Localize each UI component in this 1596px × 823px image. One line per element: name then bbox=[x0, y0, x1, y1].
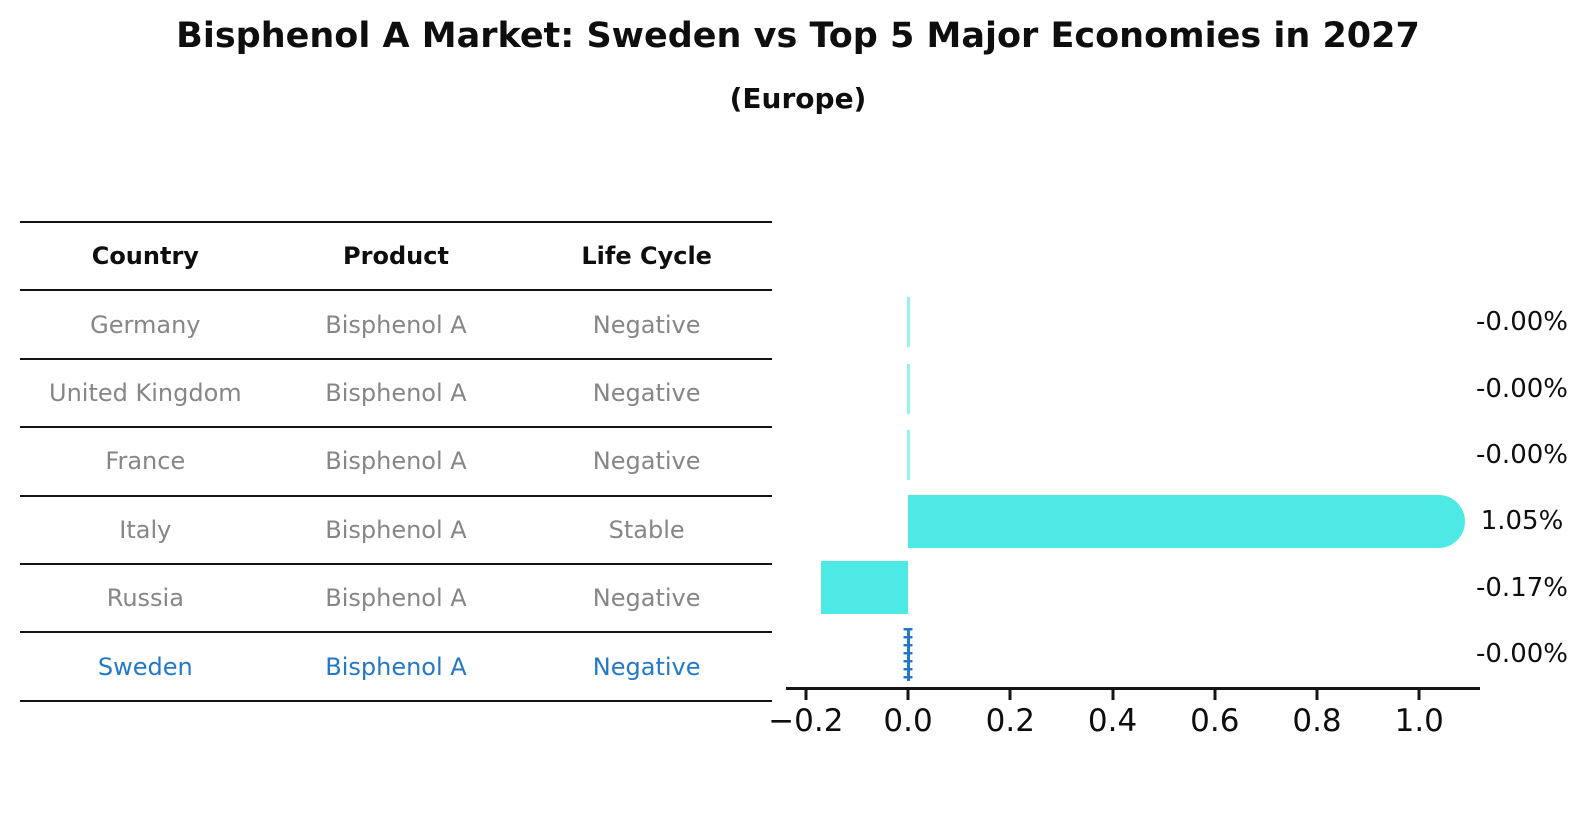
bar-russia bbox=[821, 561, 909, 614]
cell-country: Italy bbox=[119, 515, 172, 544]
column-header-product: Product bbox=[343, 242, 449, 271]
value-label-germany: -0.00% bbox=[1476, 307, 1568, 338]
x-tick-mark bbox=[1417, 690, 1421, 700]
value-label-france: -0.00% bbox=[1476, 439, 1568, 470]
cell-country: France bbox=[105, 447, 186, 476]
x-tick-label: 0.4 bbox=[1087, 703, 1138, 739]
table-row-germany: Germany Bisphenol A Negative bbox=[20, 289, 772, 357]
bar-germany bbox=[906, 297, 910, 348]
x-tick-label: 0.8 bbox=[1292, 703, 1342, 739]
table-body: Germany Bisphenol A Negative United Kingdom… bbox=[20, 289, 772, 699]
x-tick-label: 0.0 bbox=[883, 703, 933, 739]
cell-product: Bisphenol A bbox=[325, 652, 467, 681]
value-label-united-kingdom: -0.00% bbox=[1476, 373, 1568, 404]
cell-product: Bisphenol A bbox=[325, 378, 467, 407]
country-table: Country Product Life Cycle Germany Bisphe… bbox=[20, 221, 772, 702]
bar-italy bbox=[908, 494, 1465, 548]
x-tick-label: 1.0 bbox=[1394, 703, 1444, 739]
value-label-italy: 1.05% bbox=[1480, 506, 1564, 537]
x-tick-mark bbox=[1315, 690, 1319, 700]
column-header-lifecycle: Life Cycle bbox=[581, 242, 712, 271]
cell-life-cycle: Stable bbox=[608, 515, 685, 544]
x-tick-label: 0.6 bbox=[1190, 703, 1240, 739]
cell-product: Bisphenol A bbox=[325, 584, 467, 613]
cell-country: United Kingdom bbox=[49, 378, 242, 407]
table-header-row: Country Product Life Cycle bbox=[20, 221, 772, 289]
bar-united-kingdom bbox=[906, 363, 910, 414]
table-row-united-kingdom: United Kingdom Bisphenol A Negative bbox=[20, 357, 772, 426]
cell-country: Germany bbox=[90, 310, 201, 339]
marker-dashes bbox=[903, 627, 913, 681]
cell-life-cycle: Negative bbox=[592, 652, 701, 681]
cell-product: Bisphenol A bbox=[325, 310, 467, 339]
cell-product: Bisphenol A bbox=[325, 515, 467, 544]
x-tick-mark bbox=[804, 690, 808, 700]
cell-country: Sweden bbox=[97, 652, 193, 681]
x-tick-label: −0.2 bbox=[768, 703, 844, 739]
highlight-marker-sweden bbox=[903, 627, 913, 681]
cell-life-cycle: Negative bbox=[592, 447, 701, 476]
table-row-italy: Italy Bisphenol A Stable bbox=[20, 494, 772, 563]
column-header-country: Country bbox=[91, 242, 199, 271]
cell-life-cycle: Negative bbox=[592, 584, 701, 613]
chart-title: Bisphenol A Market: Sweden vs Top 5 Majo… bbox=[176, 16, 1420, 56]
cell-life-cycle: Negative bbox=[592, 378, 701, 407]
bar-france bbox=[906, 429, 910, 480]
table-row-russia: Russia Bisphenol A Negative bbox=[20, 562, 772, 631]
cell-life-cycle: Negative bbox=[592, 310, 701, 339]
x-tick-label: 0.2 bbox=[985, 703, 1035, 739]
table-row-sweden: Sweden Bisphenol A Negative bbox=[20, 631, 772, 699]
cell-country: Russia bbox=[106, 584, 184, 613]
cell-product: Bisphenol A bbox=[325, 447, 467, 476]
value-label-sweden: -0.00% bbox=[1476, 638, 1568, 669]
chart-subtitle: (Europe) bbox=[729, 82, 867, 115]
x-axis bbox=[786, 687, 1480, 690]
value-label-russia: -0.17% bbox=[1476, 572, 1568, 603]
x-tick-mark bbox=[1213, 690, 1217, 700]
table-row-france: France Bisphenol A Negative bbox=[20, 426, 772, 494]
x-tick-mark bbox=[906, 690, 910, 700]
x-tick-mark bbox=[1008, 690, 1012, 700]
x-tick-mark bbox=[1111, 690, 1115, 700]
